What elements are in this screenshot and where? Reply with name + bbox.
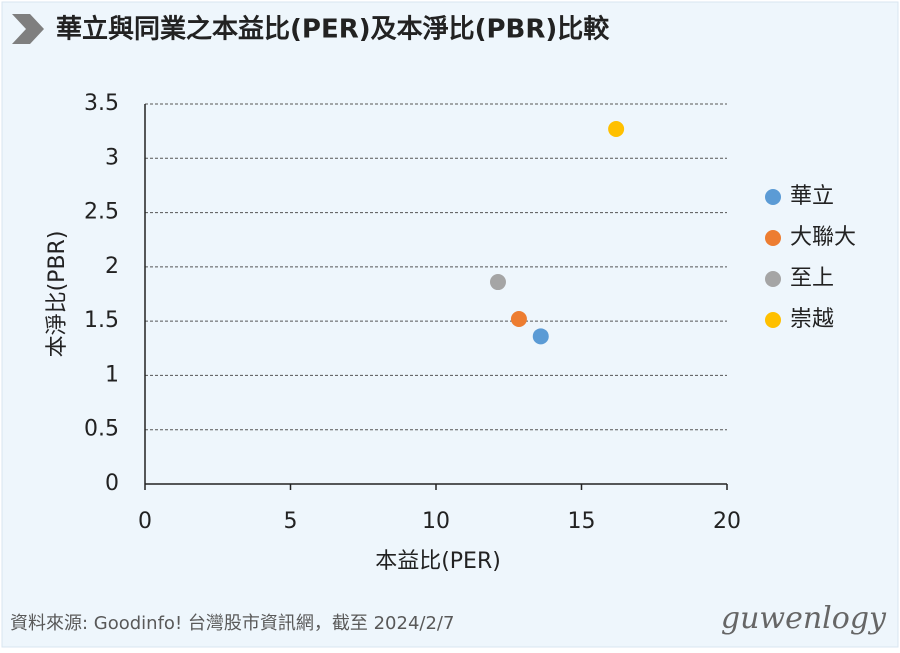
point — [608, 120, 625, 137]
y-tick-label: 0 — [105, 471, 119, 496]
x-tick-label: 0 — [138, 509, 152, 534]
y-tick-label: 0.5 — [84, 417, 119, 442]
y-axis-label: 本淨比(PBR) — [45, 231, 70, 358]
source-note: 資料來源: Goodinfo! 台灣股市資訊網，截至 2024/2/7 — [10, 613, 454, 634]
x-tick-label: 15 — [568, 509, 596, 534]
legend-swatch — [765, 189, 781, 205]
legend-label: 崇越 — [790, 307, 834, 332]
x-tick-label: 20 — [713, 509, 741, 534]
x-axis-label: 本益比(PER) — [375, 549, 501, 574]
legend-swatch — [765, 230, 781, 246]
y-tick-label: 1.5 — [84, 308, 119, 333]
watermark: guwenlogy — [721, 601, 887, 636]
x-tick-label: 5 — [284, 509, 298, 534]
y-tick-label: 3 — [105, 145, 119, 170]
y-tick-label: 3.5 — [84, 91, 119, 116]
legend-label: 至上 — [790, 266, 834, 291]
legend-label: 華立 — [790, 184, 834, 209]
point — [489, 274, 506, 291]
chart-title: 華立與同業之本益比(PER)及本淨比(PBR)比較 — [56, 14, 610, 45]
title-icon — [12, 14, 44, 44]
legend-swatch — [765, 312, 781, 328]
y-tick-label: 2 — [105, 254, 119, 279]
point — [532, 328, 549, 345]
y-tick-label: 2.5 — [84, 200, 119, 225]
y-tick-label: 1 — [105, 362, 119, 387]
point — [510, 310, 527, 327]
legend-label: 大聯大 — [790, 225, 856, 250]
legend-swatch — [765, 271, 781, 287]
x-tick-label: 10 — [422, 509, 450, 534]
